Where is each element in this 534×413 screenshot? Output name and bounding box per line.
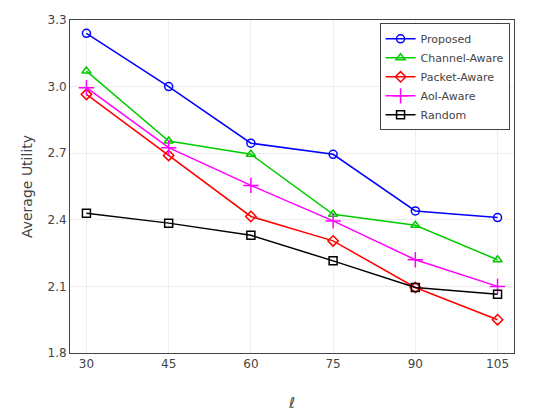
svg-text:Packet-Aware: Packet-Aware xyxy=(421,71,495,84)
svg-text:Channel-Aware: Channel-Aware xyxy=(421,52,504,65)
svg-text:ℓ: ℓ xyxy=(288,394,295,412)
svg-text:Random: Random xyxy=(421,109,467,122)
svg-text:2.1: 2.1 xyxy=(48,280,67,294)
svg-text:30: 30 xyxy=(79,357,94,371)
svg-text:105: 105 xyxy=(486,357,509,371)
svg-text:2.4: 2.4 xyxy=(48,213,67,227)
svg-text:3.3: 3.3 xyxy=(48,13,67,27)
svg-text:60: 60 xyxy=(243,357,258,371)
svg-text:90: 90 xyxy=(408,357,423,371)
svg-text:3.0: 3.0 xyxy=(48,80,67,94)
svg-text:75: 75 xyxy=(325,357,340,371)
svg-text:AoI-Aware: AoI-Aware xyxy=(421,90,476,103)
svg-text:1.8: 1.8 xyxy=(48,346,67,360)
svg-text:2.7: 2.7 xyxy=(48,146,67,160)
svg-text:Average Utility: Average Utility xyxy=(19,135,35,238)
svg-text:45: 45 xyxy=(161,357,176,371)
svg-text:Proposed: Proposed xyxy=(421,33,472,46)
